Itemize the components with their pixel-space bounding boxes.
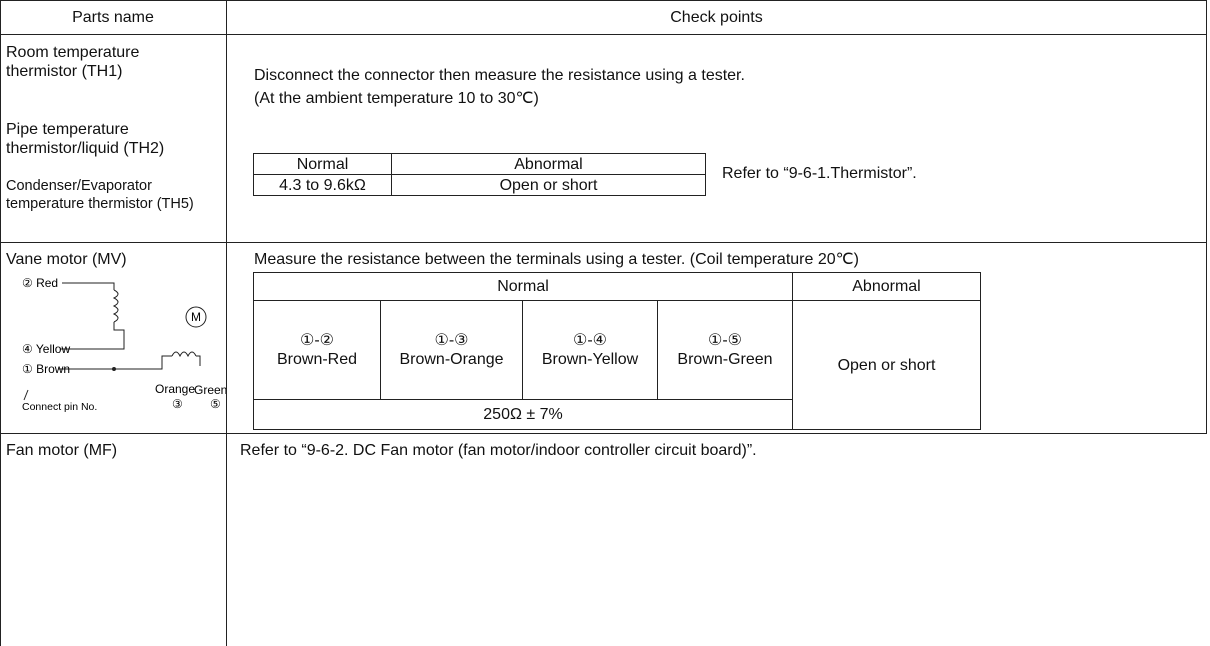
cell: Abnormal <box>792 272 981 301</box>
wire-label: Green <box>194 383 226 397</box>
sub-table: Normal Abnormal 4.3 to 9.6kΩ Open or short <box>253 153 706 196</box>
part-name: Room temperature thermistor (TH1) <box>6 44 140 80</box>
coil <box>171 351 197 358</box>
wire-label: ④ Yellow <box>22 342 70 356</box>
wire <box>58 355 172 370</box>
cell: Normal <box>253 153 392 175</box>
pin-pair: ①-⑤ <box>707 332 742 349</box>
rule <box>0 433 1207 434</box>
cell: Normal <box>253 272 793 301</box>
wire-pair: Brown-Green <box>677 351 773 368</box>
cell: Abnormal <box>391 153 706 175</box>
rule <box>226 0 227 646</box>
pin-label: ⑤ <box>210 397 221 411</box>
wire <box>113 322 125 348</box>
pin-label: ③ <box>172 397 183 411</box>
cell: Open or short <box>792 300 981 430</box>
part-name: Pipe temperature thermistor/liquid (TH2) <box>6 121 165 157</box>
header-cell: Parts name <box>72 8 154 26</box>
check-text: Measure the resistance between the termi… <box>254 251 859 268</box>
junction <box>112 367 116 371</box>
rule <box>0 34 1207 35</box>
check-text: Refer to “9-6-2. DC Fan motor (fan motor… <box>240 442 757 459</box>
wire <box>196 355 201 366</box>
wire-pair: Brown-Yellow <box>541 351 639 368</box>
rule <box>0 242 1207 243</box>
cell: ①-② Brown-Red <box>253 300 381 400</box>
pointer <box>23 389 29 401</box>
part-name: Condenser/Evaporator temperature thermis… <box>6 178 194 212</box>
wire-label: Orange <box>155 382 195 396</box>
rule <box>0 0 1 646</box>
wire <box>60 330 125 350</box>
wire-label: ② Red <box>22 276 58 290</box>
pin-pair: ①-④ <box>572 332 607 349</box>
sub-table: Normal Abnormal ①-② Brown-Red ①-③ Brown-Ora… <box>253 272 981 430</box>
motor-symbol <box>185 306 207 328</box>
cell: ①-④ Brown-Yellow <box>522 300 658 400</box>
cell: 4.3 to 9.6kΩ <box>253 174 392 196</box>
part-name: Vane motor (MV) <box>6 251 127 268</box>
cell: ①-⑤ Brown-Green <box>657 300 793 400</box>
check-text: Disconnect the connector then measure th… <box>254 67 745 84</box>
cell: Open or short <box>391 174 706 196</box>
cell: ①-③ Brown-Orange <box>380 300 523 400</box>
wire-label: ① Brown <box>22 362 70 376</box>
header-cell: Check points <box>670 8 763 26</box>
wiring-diagram: ② Red M ④ Yellow ① Brown Orange Green ③ … <box>22 276 226 413</box>
note: Refer to “9-6-1.Thermistor”. <box>722 165 917 182</box>
cell: 250Ω ± 7% <box>253 399 793 430</box>
pin-pair: ①-② <box>299 332 334 349</box>
coil <box>112 289 119 323</box>
wire-pair: Brown-Orange <box>399 351 504 368</box>
rule <box>0 0 1207 1</box>
wire-pair: Brown-Red <box>276 351 358 368</box>
caption: Connect pin No. <box>22 401 97 413</box>
rule <box>1206 0 1207 434</box>
wire <box>62 282 115 290</box>
motor-label: M <box>191 310 201 324</box>
part-name: Fan motor (MF) <box>6 442 118 459</box>
pin-pair: ①-③ <box>434 332 469 349</box>
check-text: (At the ambient temperature 10 to 30℃) <box>254 90 539 107</box>
